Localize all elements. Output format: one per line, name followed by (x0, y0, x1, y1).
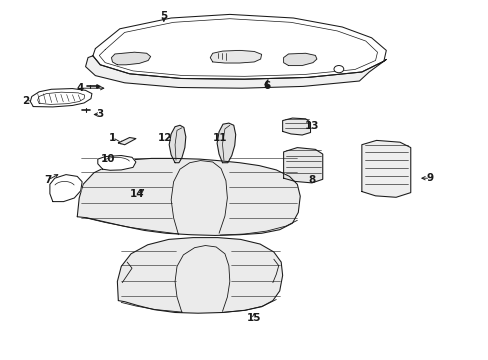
Polygon shape (98, 156, 136, 170)
Polygon shape (217, 123, 235, 163)
Text: 11: 11 (212, 132, 227, 143)
Polygon shape (283, 148, 322, 183)
Text: 8: 8 (308, 175, 315, 185)
Text: 13: 13 (304, 121, 319, 131)
Polygon shape (361, 140, 410, 197)
Polygon shape (117, 238, 282, 313)
Polygon shape (77, 158, 300, 235)
Polygon shape (210, 50, 261, 63)
Polygon shape (50, 175, 82, 202)
Polygon shape (93, 14, 386, 79)
Circle shape (333, 66, 343, 73)
Text: 5: 5 (160, 11, 167, 21)
Text: 14: 14 (129, 189, 144, 199)
Text: 1: 1 (109, 132, 116, 143)
Polygon shape (85, 56, 386, 88)
Polygon shape (30, 89, 92, 107)
Text: 7: 7 (44, 175, 52, 185)
Text: 6: 6 (263, 81, 269, 91)
Text: 9: 9 (426, 173, 433, 183)
Text: 3: 3 (97, 109, 103, 120)
Polygon shape (283, 53, 316, 66)
Polygon shape (282, 118, 310, 135)
Text: 2: 2 (22, 96, 29, 106)
Polygon shape (111, 52, 150, 65)
Text: 4: 4 (77, 83, 84, 93)
Text: 12: 12 (158, 132, 172, 143)
Polygon shape (169, 125, 185, 163)
Text: 10: 10 (101, 154, 116, 164)
Text: 15: 15 (246, 312, 261, 323)
Polygon shape (118, 138, 136, 145)
